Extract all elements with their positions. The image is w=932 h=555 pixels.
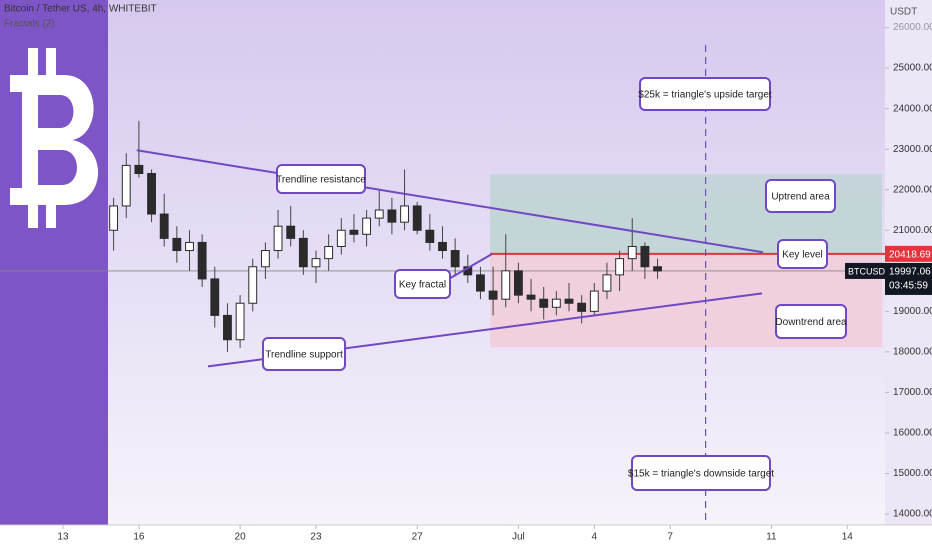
candle-body [298,237,308,268]
symbol-tag [845,262,885,279]
x-tick-label: 7 [667,532,673,543]
annotation-box [276,164,366,194]
candle-body [513,270,523,296]
candle-body [235,302,245,341]
countdown-label: 03:45:59 [889,281,928,292]
candle-body [450,250,460,268]
annotation-box [777,239,828,269]
x-tick-label: 23 [310,532,322,543]
annotation-text: Downtrend area [775,317,847,328]
y-tick-label: 24000.00 [893,103,932,114]
annotation-text: Key fractal [399,280,446,291]
annotation-text: Trendline resistance [276,175,366,186]
candle-body [260,250,270,268]
candle-body [273,225,283,252]
x-tick-label: 4 [592,532,598,543]
bitcoin-logo [10,48,99,228]
annotation-box [262,337,346,371]
price-axis [885,0,932,525]
indicator-label: Fractals (2) [4,19,55,30]
y-tick-label: 23000.00 [893,144,932,155]
candle-body [121,164,131,207]
candle-body [324,245,334,260]
candle-body [286,225,296,239]
currency-label: USDT [890,7,917,18]
annotation-text: Trendline support [265,350,343,361]
candle-body [653,266,662,272]
candle-body [539,298,549,308]
candle-body [627,245,637,260]
y-tick-label: 19000.00 [893,306,932,317]
y-tick-label: 22000.00 [893,184,932,195]
last-price-label: 19997.06 [889,267,931,278]
y-tick-label: 16000.00 [893,428,932,439]
candle-body [438,241,447,252]
symbol-label: BTCUSDT [848,266,891,276]
y-tick-label: 26000.00 [893,22,932,33]
y-tick-label: 17000.00 [893,387,932,398]
candle-body [602,274,612,292]
annotation-box [639,77,771,111]
candle-body [488,290,498,300]
pointer [446,253,493,281]
trendline [136,149,764,254]
candle-body [159,213,169,239]
candle-body [147,173,156,215]
candle-body [223,314,232,341]
x-tick-label: Jul [512,532,525,543]
candle-body [109,205,119,231]
x-tick-label: 16 [133,532,145,543]
candle-body [476,274,485,292]
y-tick-label: 15000.00 [893,468,932,479]
annotation-text: Uptrend area [771,192,830,203]
candle-body [311,258,321,268]
candle-body [336,229,346,247]
candle-body [374,209,384,219]
x-tick-label: 27 [412,532,424,543]
annotation-text: Key level [782,250,823,261]
candle-body [362,217,372,235]
candle-body [197,241,207,280]
candle-body [172,237,182,252]
annotation-box [765,179,836,213]
candle-body [615,258,625,276]
candle-body [185,241,194,252]
candle-body [425,229,435,243]
candle-body [551,298,561,308]
candle-body [589,290,599,312]
annotation-text: $25k = triangle's upside target [638,90,772,101]
candle-body [564,298,574,304]
annotation-text: $15k = triangle's downside target [628,469,774,480]
annotation-box [631,455,771,491]
candle-body [248,266,258,304]
annotation-box [394,269,451,299]
candle-body [412,205,422,231]
candle-body [387,209,397,223]
candle-body [640,245,650,268]
y-tick-label: 21000.00 [893,225,932,236]
x-tick-label: 14 [842,532,854,543]
chart-title: Bitcoin / Tether US, 4h, WHITEBIT [4,4,157,15]
y-tick-label: 18000.00 [893,347,932,358]
candle-body [501,270,511,300]
y-tick-label: 14000.00 [893,509,932,520]
candle-body [400,205,409,223]
annotation-box [775,304,847,339]
key-level-tag [885,245,932,262]
candle-body [134,164,144,175]
candle-body [210,278,220,316]
y-tick-label: 25000.00 [893,63,932,74]
last-price-tag [885,262,932,295]
candle-body [349,229,359,235]
key-level-label: 20418.69 [889,249,931,260]
x-tick-label: 11 [766,532,777,543]
candle-body [526,294,536,300]
x-tick-label: 13 [57,532,69,543]
x-tick-label: 20 [235,532,247,543]
candle-body [577,302,587,312]
